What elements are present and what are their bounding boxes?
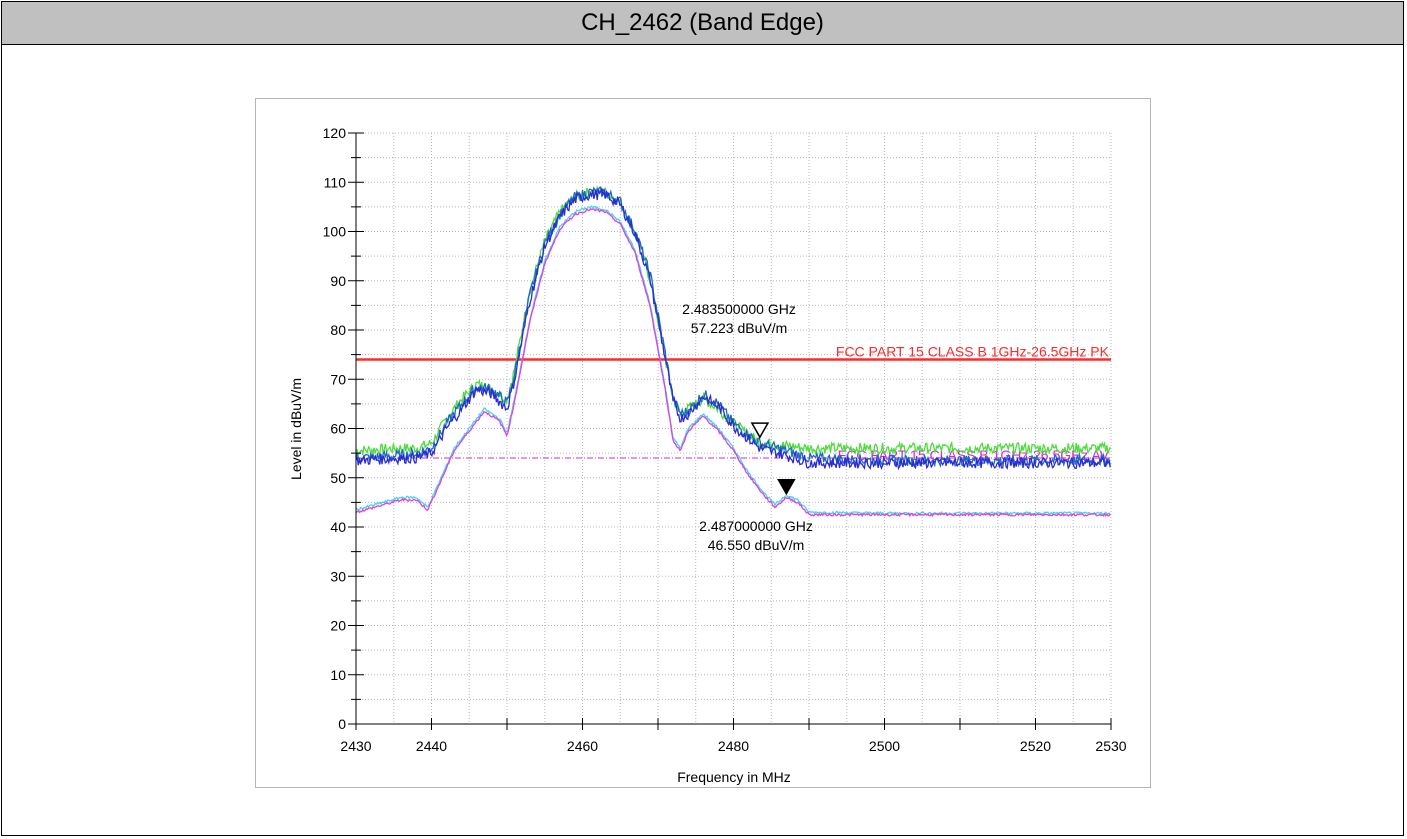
x-tick-label: 2520	[1020, 738, 1051, 754]
marker-label-freq: 2.483500000 GHz	[682, 301, 796, 317]
marker-layer: 2.483500000 GHz 57.223 dBuV/m 2.487000000 …	[682, 301, 813, 553]
y-tick-label: 30	[330, 568, 346, 584]
x-tick-label: 2480	[718, 738, 749, 754]
axis-layer: 0 10 20 30 40 50 60 70 80 90 100 110 120 2430 2440 2460…	[323, 125, 1127, 754]
y-tick-label: 0	[338, 716, 346, 732]
series-line-peak	[355, 187, 1111, 471]
y-tick-label: 10	[330, 667, 346, 683]
marker-triangle	[750, 422, 770, 439]
x-tick-label: 2460	[567, 738, 598, 754]
y-tick-label: 70	[330, 371, 346, 387]
y-tick-label: 90	[330, 273, 346, 289]
chart-panel: FCC PART 15 CLASS B 1GHz-26.5GHz PK FCC P…	[255, 98, 1151, 788]
y-tick-label: 20	[330, 618, 346, 634]
y-tick-label: 100	[323, 224, 347, 240]
y-tick-label: 60	[330, 421, 346, 437]
y-tick-label: 110	[324, 174, 347, 190]
marker-label-level: 57.223 dBuV/m	[691, 320, 788, 336]
y-axis-label: Level in dBuV/m	[288, 378, 304, 480]
y-tick-label: 120	[323, 125, 347, 141]
marker-label-level: 46.550 dBuV/m	[708, 537, 805, 553]
x-axis-label: Frequency in MHz	[677, 769, 791, 785]
x-tick-label: 2500	[869, 738, 900, 754]
x-tick-label: 2430	[340, 738, 371, 754]
y-tick-label: 50	[330, 470, 346, 486]
limit-label: FCC PART 15 CLASS B 1GHz-26.5GHz PK	[836, 344, 1110, 360]
y-tick-label: 40	[330, 519, 346, 535]
x-tick-label: 2440	[416, 738, 447, 754]
grid-layer	[355, 132, 1112, 725]
series-layer	[355, 185, 1111, 518]
y-tick-label: 80	[330, 322, 346, 338]
x-tick-label: 2530	[1095, 738, 1126, 754]
marker-triangle	[777, 478, 796, 496]
marker-label-freq: 2.487000000 GHz	[699, 518, 813, 534]
series-line-average	[355, 207, 1111, 518]
section-title: CH_2462 (Band Edge)	[2, 2, 1403, 45]
